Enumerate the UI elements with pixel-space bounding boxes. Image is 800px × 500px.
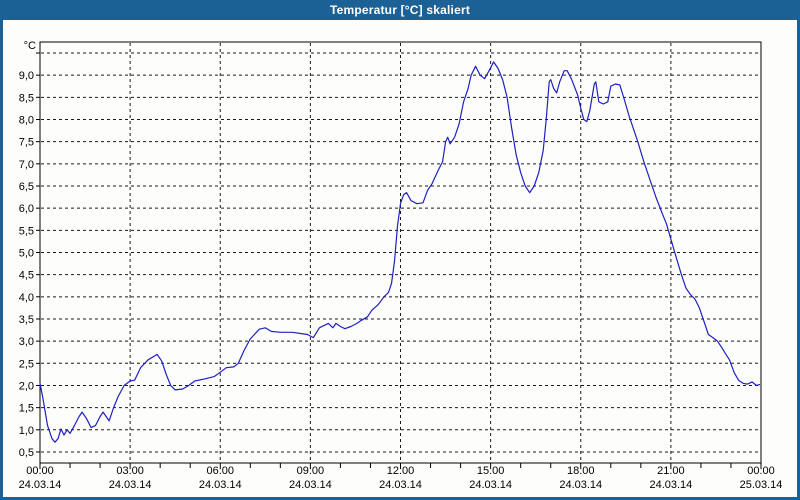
y-axis-label: 6,0: [19, 203, 34, 215]
temperature-line: [39, 61, 761, 443]
y-axis-label: 0,5: [19, 447, 34, 459]
y-axis-label: 5,5: [19, 225, 34, 237]
x-axis-time-label: 18:00: [567, 465, 595, 477]
y-axis-unit-label: °C: [24, 40, 36, 52]
x-axis-date-label: 24.03.14: [19, 479, 62, 491]
y-axis-label: 6,5: [19, 181, 34, 193]
x-axis-date-label: 24.03.14: [199, 479, 242, 491]
y-axis-label: 3,0: [19, 336, 34, 348]
x-axis-time-label: 21:00: [657, 465, 685, 477]
y-axis-label: 8,5: [19, 92, 34, 104]
x-axis-date-label: 24.03.14: [379, 479, 422, 491]
x-axis-date-label: 24.03.14: [559, 479, 602, 491]
y-axis-label: 2,0: [19, 380, 34, 392]
y-axis-label: 5,0: [19, 247, 34, 259]
chart-area: 9,0 8,5 8,0 7,5 7,0 6,5 6,0 5,5 5,0 4,5 4,0 3,5 3,0 2…: [3, 20, 797, 497]
y-axis-label: 7,5: [19, 137, 34, 149]
window-title: Temperatur [°C] skaliert: [329, 3, 471, 17]
x-axis-time-label: 12:00: [387, 465, 415, 477]
x-axis-date-label: 25.03.14: [740, 479, 783, 491]
y-axis-label: 8,0: [19, 114, 34, 126]
window-titlebar[interactable]: Temperatur [°C] skaliert: [3, 0, 797, 20]
x-axis-time-label: 15:00: [477, 465, 505, 477]
y-axis-label: 7,0: [19, 159, 34, 171]
x-axis-time-label: 00:00: [26, 465, 54, 477]
y-axis-label: 3,5: [19, 314, 34, 326]
temperature-chart: 9,0 8,5 8,0 7,5 7,0 6,5 6,0 5,5 5,0 4,5 4,0 3,5 3,0 2…: [19, 40, 783, 491]
x-axis-date-label: 24.03.14: [109, 479, 152, 491]
x-axis-time-label: 06:00: [206, 465, 234, 477]
x-axis-time-label: 09:00: [297, 465, 325, 477]
x-axis-date-label: 24.03.14: [289, 479, 332, 491]
y-axis-label: 1,5: [19, 403, 34, 415]
x-axis-time-label: 03:00: [116, 465, 144, 477]
y-axis-label: 4,0: [19, 292, 34, 304]
x-axis-date-label: 24.03.14: [469, 479, 512, 491]
y-axis-label: 9,0: [19, 70, 34, 82]
x-axis-date-label: 24.03.14: [649, 479, 692, 491]
x-axis-time-label: 00:00: [747, 465, 775, 477]
y-axis-label: 1,0: [19, 425, 34, 437]
y-axis-label: 2,5: [19, 358, 34, 370]
y-axis-label: 4,5: [19, 270, 34, 282]
